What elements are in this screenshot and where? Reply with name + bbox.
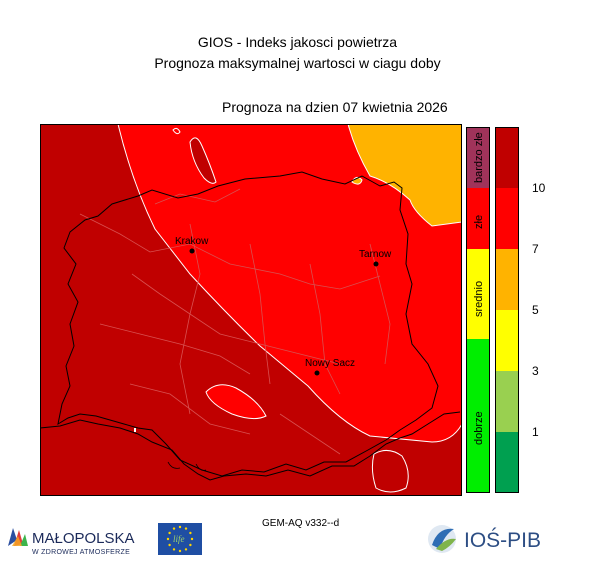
- category-good: [466, 339, 490, 493]
- city-label-nowy-sacz: Nowy Sacz: [305, 358, 355, 369]
- city-marker-krakow: [189, 248, 195, 254]
- category-label-very-bad: bardzo złe: [473, 132, 485, 183]
- border-lakes: [167, 461, 207, 471]
- city-label-krakow: Krakow: [175, 236, 209, 247]
- category-moderate: [466, 249, 490, 339]
- map-subtitle: Prognoza maksymalnej wartosci w ciagu do…: [154, 55, 441, 71]
- city-label-tarnow: Tarnow: [359, 249, 392, 260]
- scale-band-2: [495, 188, 519, 249]
- map-title: GIOS - Indeks jakosci powietrza: [197, 34, 398, 50]
- ios-pib-name: IOŚ-PIB: [464, 528, 541, 552]
- malopolska-slogan: W ZDROWEJ ATMOSFERZE: [32, 549, 130, 556]
- malopolska-name: MAŁOPOLSKA: [32, 530, 135, 547]
- city-marker-tarnow: [373, 261, 379, 267]
- scale-band-6: [495, 432, 519, 493]
- zone-dot: [134, 428, 136, 432]
- forecast-map: Krakow Tarnow Nowy Sacz: [40, 124, 462, 496]
- category-legend: bardzo złe złe srednio dobrze: [466, 127, 490, 493]
- scale-tick: 3: [532, 364, 539, 378]
- scale-band-5: [495, 371, 519, 432]
- malopolska-logo: MAŁOPOLSKA W ZDROWEJ ATMOSFERZE: [8, 528, 135, 556]
- ios-pib-logo: IOŚ-PIB: [428, 525, 541, 553]
- eu-flag: [158, 523, 202, 555]
- city-marker-nowy-sacz: [314, 370, 320, 376]
- eu-life-text: life: [173, 534, 185, 544]
- scale-band-1: [495, 127, 519, 188]
- national-border: [40, 411, 461, 481]
- category-label-bad: złe: [473, 215, 485, 229]
- category-frame: [466, 127, 490, 493]
- scale-frame: [495, 127, 519, 493]
- zone-patch-1: [172, 127, 181, 135]
- category-label-good: dobrze: [473, 411, 485, 445]
- scale-tick: 10: [532, 181, 546, 195]
- eu-life-logo: life: [158, 523, 202, 555]
- category-label-moderate: srednio: [473, 281, 485, 317]
- map-frame: [40, 124, 462, 496]
- malopolska-emblem-icon: [8, 528, 28, 546]
- zone-high: [117, 124, 462, 443]
- voivodeship-border: [57, 171, 439, 477]
- zone-high-patch-south: [205, 384, 267, 420]
- scale-band-4: [495, 310, 519, 371]
- scale-tick: 7: [532, 242, 539, 256]
- ios-emblem-icon: [428, 525, 456, 553]
- category-bad: [466, 188, 490, 249]
- category-very-bad: [466, 127, 490, 188]
- scale-band-3: [495, 249, 519, 310]
- zone-very-high-patch: [189, 137, 217, 184]
- zone-moderate-high: [347, 124, 462, 227]
- zone-very-high-patch-south: [371, 450, 409, 493]
- value-scale: [495, 127, 519, 493]
- scale-tick: 1: [532, 425, 539, 439]
- model-version: GEM-AQ v332--d: [262, 518, 340, 529]
- scale-tick: 5: [532, 303, 539, 317]
- forecast-date: Prognoza na dzien 07 kwietnia 2026: [222, 99, 448, 115]
- eu-stars-icon: [166, 525, 194, 553]
